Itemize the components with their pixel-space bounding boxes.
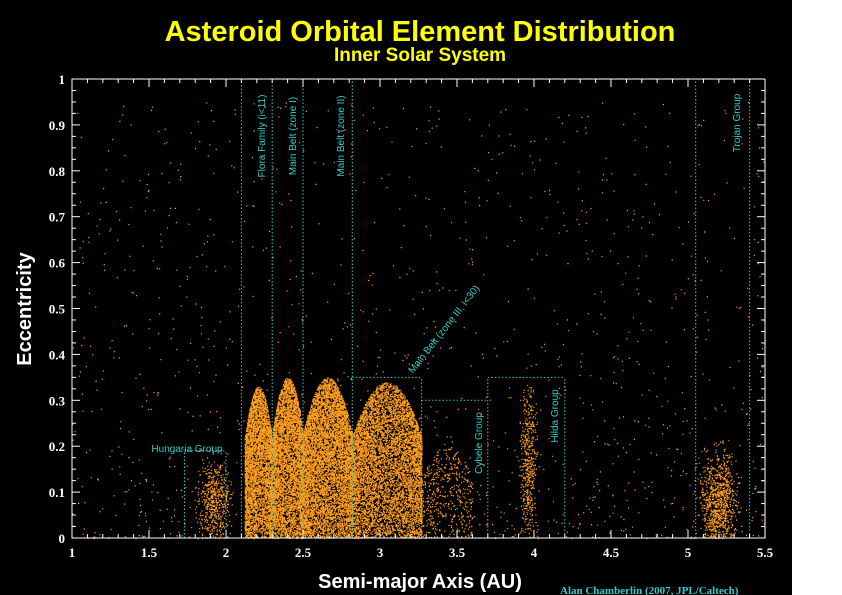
scatter-points: [191, 451, 237, 540]
point-cluster: [303, 377, 354, 540]
y-axis-label: Eccentricity: [14, 251, 36, 365]
zone-boundaries: Hungaria Group Flora Family (i<11) Main Be…: [151, 79, 751, 538]
y-tick-label: 0: [59, 531, 66, 546]
x-tick-label: 2: [223, 545, 230, 560]
x-tick-label: 2.5: [295, 545, 312, 560]
scatter-points: [244, 386, 274, 540]
chart: Asteroid Orbital Element Distribution In…: [14, 16, 774, 595]
y-tick-label: 0.8: [49, 164, 66, 179]
scatter-points: [272, 378, 305, 540]
point-cluster: [352, 382, 423, 540]
zone-label: Main Belt (zone I): [288, 97, 299, 175]
y-tick-label: 0.2: [49, 439, 65, 454]
chart-title: Asteroid Orbital Element Distribution: [165, 16, 676, 48]
zone-label: Main Belt (zone III, i<30): [407, 283, 483, 375]
zone-label: Trojan Group: [732, 93, 743, 152]
point-cluster: [191, 451, 237, 540]
x-axis-label: Semi-major Axis (AU): [318, 571, 522, 593]
x-tick-label: 3: [377, 545, 384, 560]
x-tick-label: 1.5: [141, 545, 158, 560]
zone-label: Hilda Group: [550, 389, 561, 443]
zone-label: Cybele Group: [474, 412, 485, 474]
zone-label: Hungaria Group: [151, 444, 223, 455]
y-tick-label: 0.9: [49, 118, 66, 133]
y-tick-label: 0.3: [49, 393, 66, 408]
credit-text: Alan Chamberlin (2007, JPL/Caltech): [560, 585, 739, 595]
y-tick-label: 0.4: [49, 347, 66, 362]
point-cluster: [244, 386, 274, 540]
data-points: [72, 102, 767, 540]
axis-ticks: 1 1.5 2 2.5 3 3.5 4 4.5 5 5.5 0 0.1 0.2 0.3 0.4 0.5 0.6 0…: [49, 72, 774, 560]
x-tick-label: 5: [685, 545, 692, 560]
x-tick-label: 4: [531, 545, 538, 560]
zone-label: Main Belt (zone II): [336, 95, 347, 176]
point-cluster: [421, 447, 474, 539]
y-tick-label: 0.6: [49, 256, 66, 271]
zone-label: Flora Family (i<11): [257, 95, 268, 178]
scatter-points: [421, 447, 474, 539]
scatter-points: [303, 377, 354, 540]
y-tick-label: 0.7: [49, 210, 66, 225]
x-tick-label: 3.5: [449, 545, 466, 560]
y-tick-label: 1: [59, 72, 66, 87]
x-tick-label: 4.5: [603, 545, 620, 560]
y-tick-label: 0.5: [49, 302, 66, 317]
point-cluster: [518, 387, 540, 539]
scatter-points: [518, 387, 540, 539]
y-tick-label: 0.1: [49, 485, 65, 500]
scatter-points: [689, 440, 748, 540]
point-cluster: [689, 440, 748, 540]
chart-subtitle: Inner Solar System: [334, 45, 506, 66]
x-tick-label: 5.5: [757, 545, 774, 560]
point-cluster: [272, 378, 305, 540]
scatter-points: [352, 382, 423, 540]
x-tick-label: 1: [69, 545, 76, 560]
